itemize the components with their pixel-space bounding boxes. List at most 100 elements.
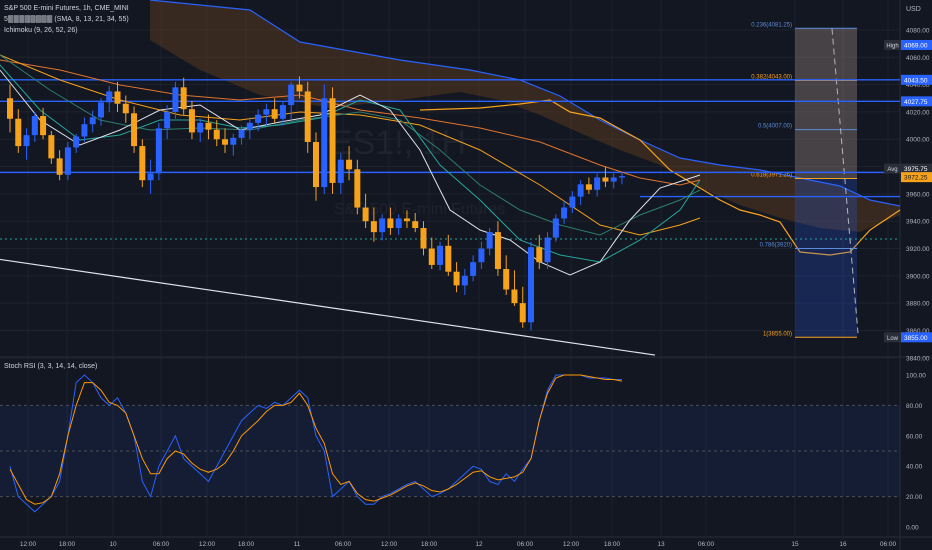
- candle-body: [594, 177, 601, 190]
- ichimoku-indicator-label: Ichimoku (9, 26, 52, 26): [4, 27, 78, 34]
- fib-zone-orange: [795, 28, 857, 179]
- candle-body: [31, 116, 38, 136]
- candle-body: [296, 84, 303, 92]
- candle-body: [478, 248, 485, 263]
- candle-body: [362, 207, 369, 222]
- price-tick-label: 3860.00: [906, 328, 930, 335]
- candle-body: [585, 184, 592, 190]
- low-tag-bg: [901, 332, 932, 343]
- candle-body: [610, 177, 617, 182]
- level-tag-4027-value: 4027.75: [904, 99, 928, 106]
- candle-body: [428, 248, 435, 265]
- candle-body: [180, 87, 187, 110]
- time-tick-label: 12:00: [563, 541, 580, 548]
- avg-tag-bg: [901, 163, 932, 174]
- candle-body: [15, 118, 22, 147]
- candle-body: [122, 103, 129, 114]
- time-tick-label: 12:00: [20, 541, 37, 548]
- candle-body: [337, 159, 344, 183]
- candle-body: [387, 218, 394, 229]
- candle-body: [238, 129, 245, 138]
- candle-body: [354, 169, 361, 208]
- candle-body: [23, 135, 30, 147]
- price-tick-label: 3900.00: [906, 273, 930, 280]
- candle-body: [544, 237, 551, 263]
- candle-body: [379, 218, 386, 233]
- time-tick-label: 18:00: [604, 541, 621, 548]
- candle-body: [255, 114, 262, 123]
- candle-body: [89, 117, 96, 125]
- candle-body: [329, 98, 336, 183]
- level-tag-4027-bg: [901, 96, 932, 107]
- time-tick-label: 18:00: [59, 541, 76, 548]
- fib-level-label: 0.382(4043.00): [751, 75, 792, 81]
- candle-body: [503, 269, 510, 290]
- candle-body: [470, 262, 477, 276]
- candle-body: [552, 218, 559, 238]
- high-tag-value: 4069.00: [904, 42, 928, 49]
- time-tick-label: 06:00: [517, 541, 534, 548]
- candle-body: [461, 275, 468, 286]
- candle-body: [230, 137, 237, 145]
- ichimoku-cloud: [150, 0, 900, 232]
- high-tag-label: High: [886, 43, 898, 49]
- time-tick-label: 16: [839, 541, 847, 548]
- candle-body: [48, 135, 55, 159]
- candle-body: [40, 116, 47, 136]
- rsi-tick-label: 100.00: [906, 373, 926, 380]
- level-tag-4043-value: 4043.50: [904, 77, 928, 84]
- time-tick-label: 12:00: [199, 541, 216, 548]
- sma-34-line: [0, 54, 701, 236]
- candle-body: [205, 122, 212, 130]
- candle-body: [213, 129, 220, 140]
- candle-body: [56, 158, 63, 175]
- time-tick-label: 12: [475, 541, 483, 548]
- stoch-rsi-label: Stoch RSI (3, 3, 14, 14, close): [4, 363, 98, 370]
- candle-body: [420, 228, 427, 249]
- candle-body: [437, 245, 444, 265]
- rsi-tick-label: 0.00: [906, 525, 919, 532]
- candle-body: [519, 303, 526, 323]
- time-tick-label: 06:00: [153, 541, 170, 548]
- rsi-tick-label: 40.00: [906, 464, 923, 471]
- candle-body: [73, 136, 80, 148]
- price-tick-label: 3920.00: [906, 246, 930, 253]
- candle-body: [288, 84, 295, 106]
- candle-body: [395, 218, 402, 229]
- fib-level-label: 0.5(4007.00): [758, 124, 792, 130]
- high-tag-label-bg: [884, 39, 901, 50]
- rsi-tick-label: 60.00: [906, 433, 923, 440]
- time-tick-label: 15: [791, 541, 799, 548]
- candle-body: [321, 98, 328, 188]
- candle-body: [412, 221, 419, 229]
- candle-body: [131, 113, 138, 147]
- candle-body: [197, 122, 204, 133]
- candle-body: [577, 184, 584, 197]
- candle-body: [271, 109, 278, 119]
- candle-body: [155, 128, 162, 174]
- ichimoku-span-b: [149, 0, 901, 207]
- candle-body: [346, 159, 353, 170]
- last-price-tag-bg: [901, 172, 932, 183]
- stoch-d-line: [9, 374, 623, 505]
- candle-body: [528, 247, 535, 323]
- candle-body: [536, 247, 543, 263]
- price-tick-label: 3940.00: [906, 219, 930, 226]
- fib-level-label: 1(3855.00): [763, 331, 792, 337]
- time-tick-label: 06:00: [698, 541, 715, 548]
- candle-body: [172, 87, 179, 112]
- candle-body: [81, 124, 88, 137]
- fib-level-label: 0.236(4081.25): [751, 22, 792, 28]
- rsi-tick-label: 20.00: [906, 494, 923, 501]
- candle-body: [147, 173, 154, 181]
- price-tick-label: 4040.00: [906, 82, 930, 89]
- candle-body: [114, 91, 121, 104]
- trendline: [0, 258, 656, 356]
- candle-body: [511, 289, 518, 304]
- candle-body: [188, 109, 195, 133]
- watermark-name: S&P 500 E-mini Futures: [334, 201, 505, 218]
- time-tick-label: 13: [657, 541, 665, 548]
- sma-55-line: [0, 59, 701, 186]
